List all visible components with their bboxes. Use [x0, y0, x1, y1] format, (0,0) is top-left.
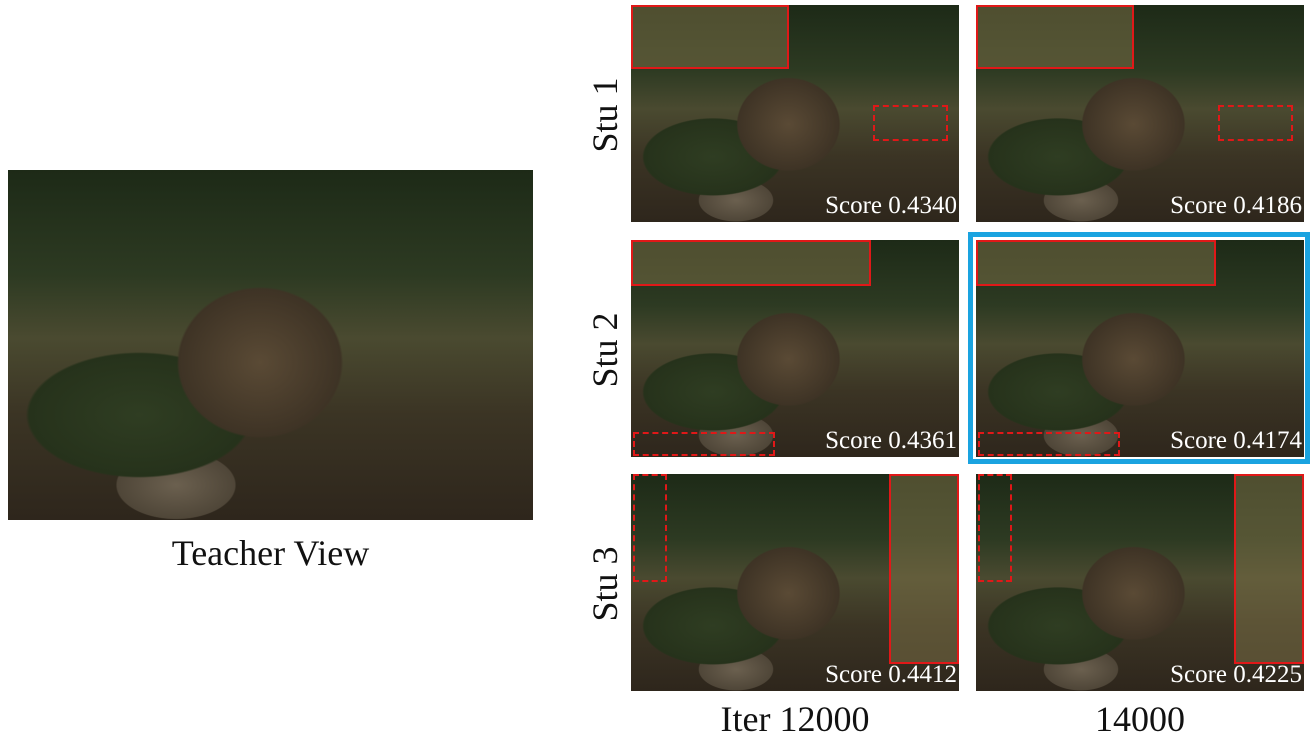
zoom-inset — [976, 5, 1134, 69]
zoom-inset — [976, 240, 1216, 286]
column-label: Iter 12000 — [611, 698, 979, 740]
zoom-region — [633, 432, 775, 456]
student-image: Score 0.4340 — [631, 5, 959, 222]
zoom-region — [978, 432, 1120, 456]
zoom-inset — [631, 240, 871, 286]
student-image: Score 0.4361 — [631, 240, 959, 457]
zoom-region — [978, 474, 1012, 582]
score-label: Score 0.4186 — [1170, 192, 1302, 220]
row-label: Stu 2 — [584, 290, 626, 410]
zoom-inset — [1234, 474, 1304, 664]
zoom-region — [873, 105, 948, 141]
zoom-inset — [631, 5, 789, 69]
student-image: Score 0.4412 — [631, 474, 959, 691]
score-label: Score 0.4340 — [825, 192, 957, 220]
score-label: Score 0.4174 — [1170, 427, 1302, 455]
student-image: Score 0.4225 — [976, 474, 1304, 691]
score-label: Score 0.4225 — [1170, 661, 1302, 689]
row-label: Stu 3 — [584, 524, 626, 644]
zoom-region — [1218, 105, 1293, 141]
zoom-inset — [889, 474, 959, 664]
score-label: Score 0.4412 — [825, 661, 957, 689]
teacher-image — [8, 170, 533, 520]
score-label: Score 0.4361 — [825, 427, 957, 455]
teacher-label: Teacher View — [8, 532, 533, 574]
zoom-region — [633, 474, 667, 582]
student-image: Score 0.4186 — [976, 5, 1304, 222]
column-label: 14000 — [956, 698, 1310, 740]
page: Teacher View Stu 1 Score 0.4340 Score 0.41… — [0, 0, 1310, 740]
row-label: Stu 1 — [584, 55, 626, 175]
student-image: Score 0.4174 — [976, 240, 1304, 457]
